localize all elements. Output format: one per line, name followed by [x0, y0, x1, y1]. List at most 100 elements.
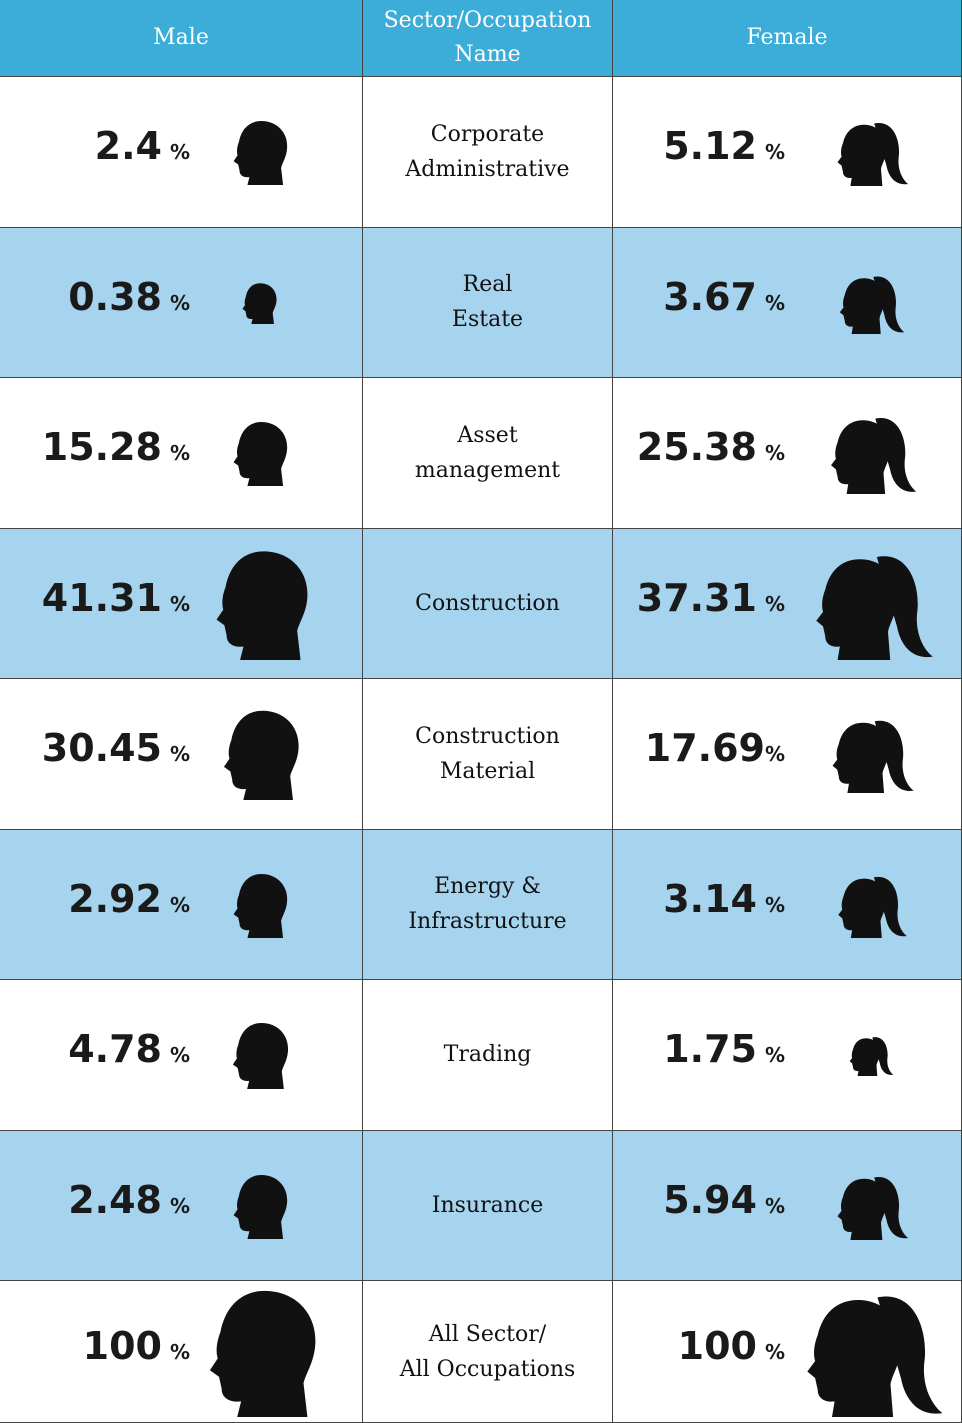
female-icon	[837, 1176, 909, 1240]
header-cell: Sector/Occupation Name	[363, 0, 613, 77]
sector-cell: Real Estate	[363, 227, 613, 378]
sector-cell: Asset management	[363, 378, 613, 529]
unit-text: %	[764, 290, 785, 315]
unit-text: %	[169, 1340, 190, 1364]
unit-text: %	[764, 892, 785, 917]
female-icon	[830, 418, 916, 495]
female-value: 3.14%	[663, 877, 785, 921]
unit-text: %	[764, 1340, 785, 1364]
unit-text: %	[169, 290, 190, 315]
male-cell: 15.28%	[0, 378, 363, 529]
female-value: 17.69%	[645, 726, 785, 770]
unit-text: %	[764, 591, 785, 616]
value-text: 15.28	[41, 425, 162, 470]
unit-text: %	[169, 441, 190, 466]
female-value: 3.67%	[663, 275, 785, 319]
header-text: Name	[454, 42, 521, 67]
value-text: 17.69	[644, 726, 765, 771]
header-text: Female	[746, 25, 828, 50]
value-text: 2.48	[68, 1177, 162, 1222]
unit-text: %	[764, 441, 785, 466]
male-value: 100%	[83, 1324, 190, 1368]
sector-text: Energy &	[434, 874, 541, 900]
sector-text: Administrative	[405, 156, 570, 182]
value-text: 2.4	[94, 124, 162, 169]
male-icon	[232, 1023, 289, 1090]
value-text: 5.94	[663, 1177, 757, 1222]
unit-text: %	[169, 591, 190, 616]
value-text: 3.67	[663, 274, 757, 319]
sector-text: Construction	[415, 723, 560, 749]
male-cell: 4.78%	[0, 980, 363, 1131]
unit-text: %	[169, 140, 190, 165]
sector-text: Real	[462, 272, 513, 298]
male-cell: 100%	[0, 1281, 363, 1423]
header-text: Male	[153, 25, 209, 50]
male-value: 0.38%	[68, 275, 190, 319]
female-cell: 1.75%	[613, 980, 962, 1131]
male-icon	[223, 711, 299, 801]
female-cell: 100%	[613, 1281, 962, 1423]
female-cell: 25.38%	[613, 378, 962, 529]
header-cell: Female	[613, 0, 962, 77]
value-text: 0.38	[68, 274, 162, 319]
sector-text: Estate	[451, 307, 524, 333]
male-cell: 0.38%	[0, 227, 363, 378]
female-cell: 3.14%	[613, 829, 962, 980]
sector-text: Construction	[415, 590, 560, 616]
female-icon	[840, 276, 905, 334]
male-value: 2.48%	[68, 1178, 190, 1222]
unit-text: %	[169, 1043, 190, 1068]
male-cell: 2.92%	[0, 829, 363, 980]
female-cell: 37.31%	[613, 528, 962, 679]
sector-cell: Corporate Administrative	[363, 77, 613, 228]
unit-text: %	[764, 742, 785, 767]
male-icon	[209, 1290, 316, 1417]
value-text: 30.45	[41, 726, 162, 771]
header-text: Sector/Occupation	[383, 8, 592, 33]
sector-cell: Energy & Infrastructure	[363, 829, 613, 980]
unit-text: %	[169, 1193, 190, 1218]
male-value: 41.31%	[42, 576, 190, 620]
value-text: 1.75	[663, 1027, 757, 1072]
value-text: 4.78	[68, 1027, 162, 1072]
male-value: 15.28%	[42, 425, 190, 469]
sector-cell: Insurance	[363, 1130, 613, 1281]
male-value: 4.78%	[68, 1027, 190, 1071]
sector-text: Infrastructure	[408, 909, 567, 935]
male-icon	[233, 121, 288, 186]
female-icon	[832, 720, 914, 794]
sector-cell: Construction	[363, 528, 613, 679]
sector-text: Material	[439, 758, 536, 784]
female-value: 1.75%	[663, 1027, 785, 1071]
sector-cell: Trading	[363, 980, 613, 1131]
value-text: 3.14	[663, 876, 757, 921]
female-icon	[849, 1037, 894, 1077]
sector-cell: All Sector/All Occupations	[363, 1281, 613, 1423]
female-icon	[838, 876, 907, 938]
male-icon	[233, 873, 288, 938]
male-icon	[233, 422, 288, 487]
unit-text: %	[764, 1193, 785, 1218]
female-cell: 3.67%	[613, 227, 962, 378]
sector-text: Corporate	[430, 121, 545, 147]
male-value: 2.92%	[68, 877, 190, 921]
value-text: 37.31	[636, 575, 757, 620]
value-text: 25.38	[636, 425, 757, 470]
unit-text: %	[764, 140, 785, 165]
unit-text: %	[169, 742, 190, 767]
female-value: 100%	[678, 1324, 785, 1368]
sector-text: management	[414, 457, 561, 483]
value-text: 2.92	[68, 876, 162, 921]
sector-cell: Construction Material	[363, 679, 613, 830]
male-icon	[216, 551, 308, 660]
sector-text: All Sector/	[428, 1321, 547, 1347]
value-text: 100	[82, 1324, 162, 1368]
female-cell: 5.94%	[613, 1130, 962, 1281]
male-cell: 41.31%	[0, 528, 363, 679]
male-icon	[233, 1174, 288, 1239]
female-icon	[837, 123, 909, 187]
female-cell: 5.12%	[613, 77, 962, 228]
female-cell: 17.69%	[613, 679, 962, 830]
